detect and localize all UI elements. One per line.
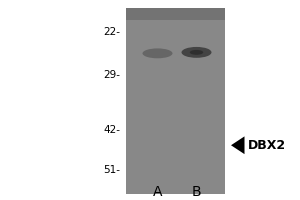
Bar	[126, 8, 225, 194]
Ellipse shape	[190, 50, 203, 55]
Bar	[126, 8, 225, 20]
Polygon shape	[231, 136, 244, 154]
Text: A: A	[153, 185, 162, 199]
Text: DBX2: DBX2	[248, 139, 286, 152]
Ellipse shape	[142, 48, 172, 58]
Text: B: B	[192, 185, 201, 199]
Text: 42-: 42-	[103, 125, 120, 135]
Ellipse shape	[182, 47, 212, 58]
Text: 29-: 29-	[103, 70, 120, 80]
Text: 22-: 22-	[103, 27, 120, 37]
Text: 51-: 51-	[103, 165, 120, 175]
